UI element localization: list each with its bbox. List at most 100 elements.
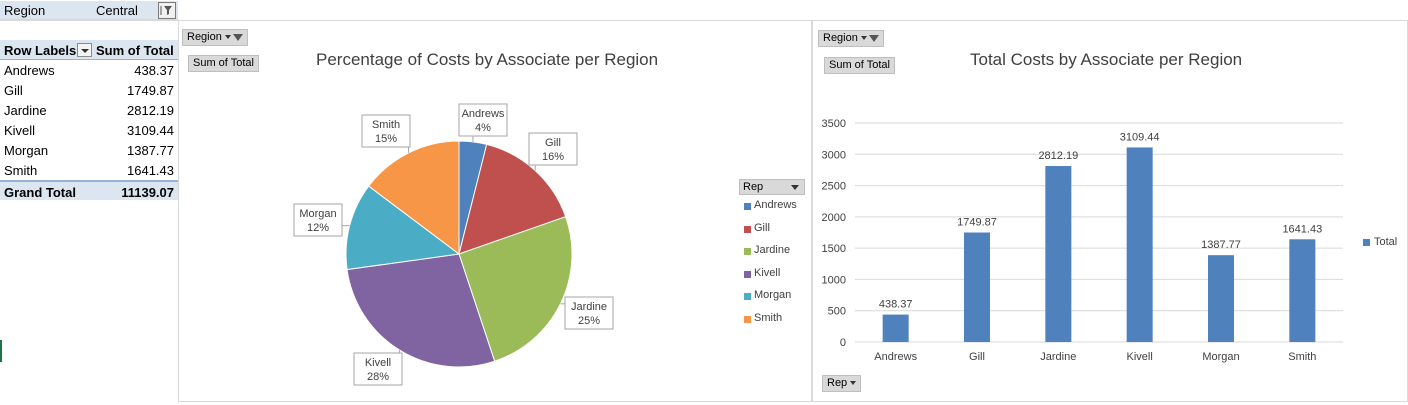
row-value: 438.37 xyxy=(134,63,174,78)
report-filter-value[interactable]: Central xyxy=(96,3,138,18)
bar-data-label: 438.37 xyxy=(879,299,913,311)
legend-item[interactable]: Jardine xyxy=(739,240,805,263)
pie-plot: Andrews 4% Gill 16% Jardine 25% Kivell 28% Morga… xyxy=(293,103,614,386)
rep-field-label: Rep xyxy=(827,377,848,389)
bar-smith[interactable] xyxy=(1289,239,1316,342)
data-label-percent: 15% xyxy=(375,133,397,145)
row-value: 2812.19 xyxy=(127,103,174,118)
y-tick-label: 3500 xyxy=(822,118,846,130)
bar-chart-panel[interactable]: Region Sum of Total Total Costs by Assoc… xyxy=(812,20,1408,402)
data-label-box xyxy=(361,114,411,148)
table-row[interactable]: Gill 1749.87 xyxy=(0,80,178,100)
data-label-box xyxy=(564,296,614,330)
chevron-down-icon xyxy=(860,36,867,41)
table-row[interactable]: Morgan 1387.77 xyxy=(0,140,178,160)
grand-total-label: Grand Total xyxy=(4,185,76,200)
legend-item[interactable]: Kivell xyxy=(739,263,805,286)
legend-swatch xyxy=(744,225,751,233)
data-label-box xyxy=(293,203,343,237)
data-label-category: Gill xyxy=(545,137,561,149)
data-label-percent: 28% xyxy=(367,371,389,383)
row-label: Smith xyxy=(4,163,38,178)
sum-of-total-field-button[interactable]: Sum of Total xyxy=(824,57,895,74)
rep-field-label: Rep xyxy=(743,181,764,193)
bar-data-label: 2812.19 xyxy=(1038,150,1078,162)
bar-gill[interactable] xyxy=(964,232,990,342)
rep-field-button[interactable]: Rep xyxy=(822,375,862,392)
row-value: 1641.43 xyxy=(127,163,174,178)
region-field-button[interactable]: Region xyxy=(182,29,248,46)
data-label-box xyxy=(528,132,578,166)
bar-data-label: 1641.43 xyxy=(1282,223,1322,235)
filter-dropdown-button[interactable] xyxy=(158,2,176,19)
data-label-percent: 16% xyxy=(542,151,564,163)
legend-label: Morgan xyxy=(754,289,792,302)
bar-data-label: 3109.44 xyxy=(1120,131,1160,143)
data-label-category: Andrews xyxy=(462,108,505,120)
row-label: Jardine xyxy=(4,103,47,118)
pie-chart-panel[interactable]: Region Sum of Total Percentage of Costs … xyxy=(178,20,812,402)
y-tick-label: 1000 xyxy=(822,274,846,286)
legend-swatch xyxy=(744,293,751,301)
pie-slice-kivell[interactable] xyxy=(346,253,496,368)
legend-label: Jardine xyxy=(754,244,791,257)
rep-field-button[interactable]: Rep xyxy=(739,179,805,195)
legend-swatch xyxy=(744,270,751,278)
legend-label-total: Total xyxy=(1374,236,1398,248)
data-label-category: Jardine xyxy=(571,301,607,313)
data-label-category: Morgan xyxy=(299,208,336,220)
x-tick-label: Smith xyxy=(1288,351,1316,363)
y-tick-label: 500 xyxy=(828,306,846,318)
data-label-percent: 25% xyxy=(578,315,600,327)
pie-slice-jardine[interactable] xyxy=(458,216,573,362)
bar-kivell[interactable] xyxy=(1126,147,1153,342)
table-row[interactable]: Andrews 438.37 xyxy=(0,60,178,80)
y-tick-label: 1500 xyxy=(822,243,846,255)
x-tick-label: Gill xyxy=(969,351,985,363)
sum-of-total-header: Sum of Total xyxy=(96,43,174,58)
funnel-icon xyxy=(160,6,172,15)
pie-legend: Rep Andrews Gill Jardine Kivell Morgan Smith xyxy=(739,179,805,331)
table-row[interactable]: Kivell 3109.44 xyxy=(0,120,178,140)
x-tick-label: Morgan xyxy=(1202,351,1239,363)
table-row[interactable]: Jardine 2812.19 xyxy=(0,100,178,120)
legend-label: Gill xyxy=(754,221,770,234)
chevron-down-icon xyxy=(791,185,799,190)
legend-item[interactable]: Smith xyxy=(739,308,805,331)
y-tick-label: 2000 xyxy=(822,212,846,224)
sheet-marker xyxy=(0,340,2,362)
legend-item[interactable]: Morgan xyxy=(739,285,805,308)
row-label: Kivell xyxy=(4,123,36,138)
funnel-icon xyxy=(868,34,879,42)
bar-jardine[interactable] xyxy=(1045,166,1072,342)
legend-swatch xyxy=(744,248,751,256)
row-value: 1387.77 xyxy=(127,143,174,158)
bar-data-label: 1387.77 xyxy=(1201,239,1241,251)
bar-plot: 0 500 1000 1500 2000 2500 3000 3500 438.37 Andrew… xyxy=(822,118,1343,363)
data-label-percent: 4% xyxy=(475,122,491,134)
row-labels-header: Row Labels xyxy=(4,43,77,58)
x-tick-label: Andrews xyxy=(874,351,917,363)
legend-item[interactable]: Andrews xyxy=(739,195,805,218)
sum-of-total-field-label: Sum of Total xyxy=(193,57,254,69)
bar-morgan[interactable] xyxy=(1208,255,1234,342)
row-labels-dropdown-button[interactable] xyxy=(77,43,92,57)
bar-chart-title: Total Costs by Associate per Region xyxy=(970,50,1243,69)
row-divider xyxy=(0,20,178,21)
report-filter-label: Region xyxy=(4,3,46,18)
y-tick-label: 3000 xyxy=(822,149,846,161)
bar-andrews[interactable] xyxy=(882,314,909,342)
region-field-button[interactable]: Region xyxy=(818,30,884,47)
sum-of-total-field-button[interactable]: Sum of Total xyxy=(188,55,259,72)
pie-slice-gill[interactable] xyxy=(458,143,567,255)
table-row[interactable]: Smith 1641.43 xyxy=(0,160,178,180)
x-tick-label: Kivell xyxy=(1127,351,1153,363)
legend-item[interactable]: Gill xyxy=(739,218,805,241)
legend-swatch xyxy=(1363,239,1370,246)
row-label: Andrews xyxy=(4,63,55,78)
row-label: Morgan xyxy=(4,143,49,158)
legend-swatch xyxy=(744,203,751,210)
grand-total-value: 11139.07 xyxy=(121,185,174,200)
data-label-box xyxy=(353,352,403,386)
